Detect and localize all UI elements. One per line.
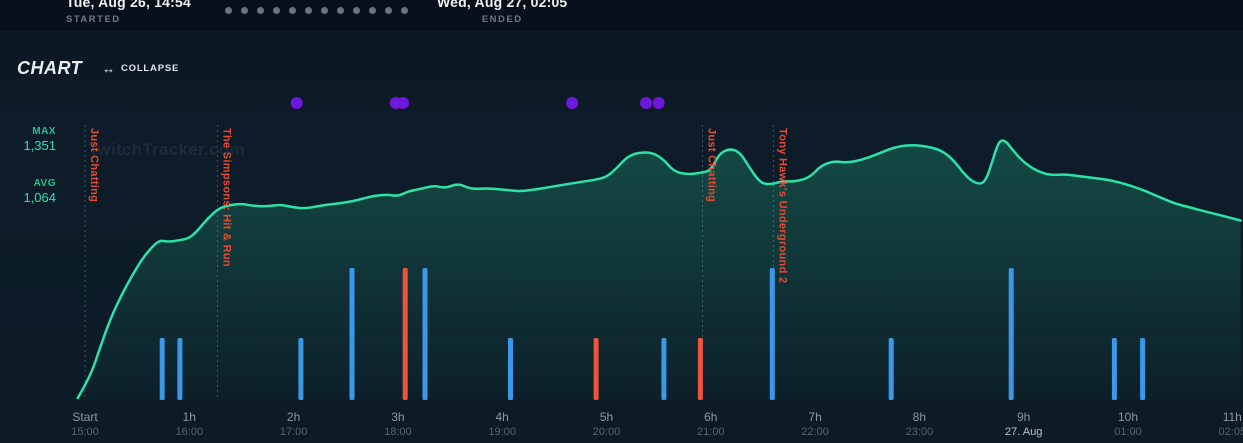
game-marker-label: Just Chatting — [705, 128, 718, 203]
event-bar[interactable] — [402, 268, 408, 400]
game-marker-label: Just Chatting — [88, 128, 100, 203]
chart-header: CHART ↔ COLLAPSE — [17, 58, 179, 79]
timeline-dot — [401, 7, 408, 14]
timeline-dot — [353, 7, 360, 14]
collapse-button[interactable]: ↔ COLLAPSE — [102, 62, 179, 75]
event-dot[interactable] — [397, 97, 410, 109]
x-tick-hour: 10h — [1117, 410, 1139, 424]
x-tick-hour: 5h — [599, 410, 614, 424]
started-datetime: Tue, Aug 26, 14:54 — [66, 0, 191, 10]
ended-datetime: Wed, Aug 27, 02:05 — [437, 0, 568, 10]
x-tick-time: 20:00 — [592, 426, 621, 438]
event-bar[interactable] — [159, 338, 165, 400]
x-tick-hour: 3h — [391, 410, 405, 424]
event-bar[interactable] — [888, 338, 894, 400]
game-marker-label: The Simpsons: Hit & Run — [220, 128, 233, 267]
avg-label: AVG — [33, 178, 56, 189]
x-tick-time: 15:00 — [71, 426, 99, 438]
y-axis-avg: AVG 1,064 — [0, 178, 56, 205]
timeline-dot — [289, 7, 296, 14]
x-tick-time: 22:00 — [801, 426, 829, 438]
x-tick-hour: 7h — [808, 410, 822, 424]
event-bar[interactable] — [1140, 338, 1146, 400]
event-bar[interactable] — [508, 338, 513, 400]
timeline-dot — [305, 7, 312, 14]
event-bar[interactable] — [298, 338, 304, 400]
event-bar[interactable] — [177, 338, 183, 400]
started-label: STARTED — [66, 14, 121, 25]
viewers-area — [77, 140, 1241, 400]
timeline-dots — [225, 7, 408, 14]
x-tick-time: 19:00 — [488, 426, 516, 438]
ended-label: ENDED — [481, 14, 523, 25]
x-tick-time: 27. Aug — [1005, 426, 1043, 438]
collapse-arrows-icon: ↔ — [102, 61, 116, 76]
max-label: MAX — [32, 126, 56, 137]
timeline-dot — [337, 7, 344, 14]
chart-title: CHART — [17, 58, 83, 78]
x-tick-hour: 1h — [182, 410, 196, 424]
event-bar[interactable] — [349, 268, 355, 400]
x-tick-time: 23:00 — [905, 426, 934, 438]
timeline-dot — [273, 7, 280, 14]
x-tick-time: 17:00 — [279, 426, 308, 438]
x-tick-time: 02:05 — [1218, 426, 1243, 438]
event-bar[interactable] — [1111, 338, 1117, 400]
stream-ended-block: Wed, Aug 27, 02:05 ENDED — [437, 0, 567, 25]
event-dot[interactable] — [290, 97, 303, 109]
x-tick-hour: 6h — [704, 410, 718, 424]
collapse-label: COLLAPSE — [120, 63, 180, 74]
avg-value: 1,064 — [23, 189, 56, 205]
event-bar[interactable] — [661, 338, 667, 400]
x-tick-hour: 4h — [495, 410, 509, 424]
timeline-dot — [321, 7, 328, 14]
event-dot[interactable] — [652, 97, 665, 109]
x-tick-time: 21:00 — [697, 426, 725, 438]
timeline-dot — [257, 7, 264, 14]
x-tick-hour: 11h — [1222, 410, 1242, 424]
event-bar[interactable] — [697, 338, 703, 400]
viewers-line — [76, 139, 1242, 400]
timeline-dot — [225, 7, 232, 14]
x-tick-hour: 2h — [286, 410, 301, 424]
event-dot[interactable] — [566, 97, 579, 109]
watermark: TwitchTracker.com — [88, 140, 245, 159]
timeline-dot — [385, 7, 392, 14]
x-tick-hour: 9h — [1017, 410, 1031, 424]
event-bar[interactable] — [422, 268, 428, 400]
x-tick-time: 01:00 — [1114, 426, 1142, 438]
game-marker-label: Tony Hawk's Underground 2 — [776, 128, 789, 284]
x-tick-time: 16:00 — [175, 426, 204, 438]
event-bar[interactable] — [593, 338, 599, 400]
x-tick-hour: Start — [72, 410, 98, 424]
x-tick-hour: 8h — [912, 410, 927, 424]
stream-started-block: Tue, Aug 26, 14:54 STARTED — [66, 0, 191, 25]
event-dot[interactable] — [640, 97, 653, 109]
event-bar[interactable] — [769, 268, 775, 400]
event-bar[interactable] — [1008, 268, 1014, 400]
timeline-dot — [369, 7, 376, 14]
max-value: 1,351 — [23, 137, 56, 153]
y-axis-max: MAX 1,351 — [0, 126, 56, 153]
top-strip — [0, 0, 1243, 32]
timeline-dot — [241, 7, 248, 14]
x-tick-time: 18:00 — [384, 426, 412, 438]
